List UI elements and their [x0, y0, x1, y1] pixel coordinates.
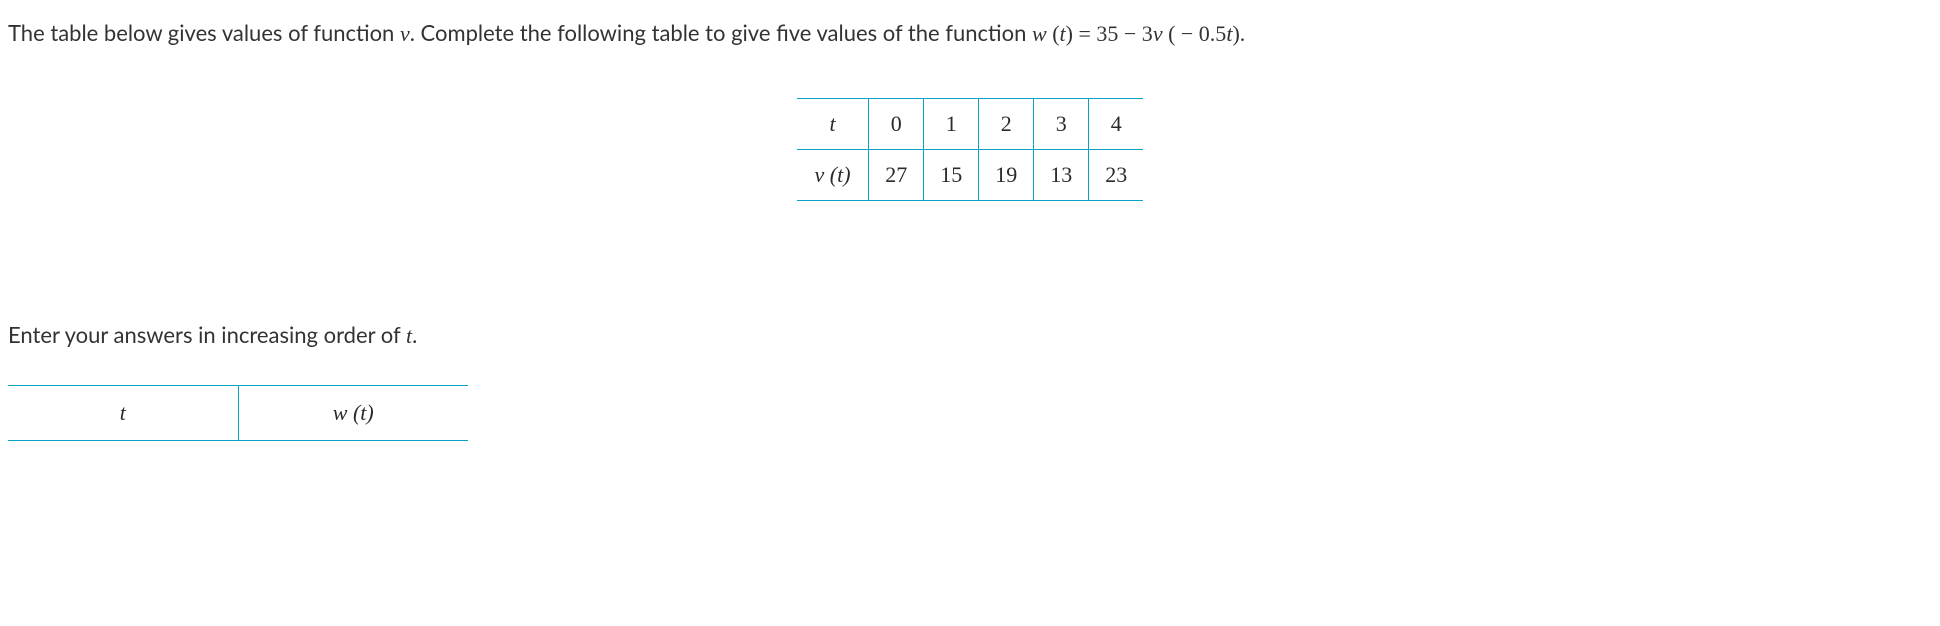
answer-header-w-text: w (t) — [333, 400, 374, 425]
q-var-w: w — [1032, 21, 1047, 46]
q-paren-t: (t) — [1047, 21, 1073, 46]
answer-table: t w (t) — [8, 385, 468, 441]
answer-header-t: t — [8, 386, 238, 441]
answer-header-row: t w (t) — [8, 386, 468, 441]
q-rhs-v: v — [1153, 21, 1163, 46]
v-cell: 23 — [1089, 150, 1144, 201]
t-cell: 2 — [979, 99, 1034, 150]
instr-suffix: . — [412, 321, 417, 348]
v-cell: 19 — [979, 150, 1034, 201]
row-v: v (t) 27 15 19 13 23 — [797, 150, 1144, 201]
q-var-v: v — [400, 21, 410, 46]
instruction-text: Enter your answers in increasing order o… — [8, 321, 1932, 349]
instr-prefix: Enter your answers in increasing order o… — [8, 321, 406, 348]
t-cell: 4 — [1089, 99, 1144, 150]
q-mid1: . Complete the following table to give f… — [410, 19, 1032, 46]
q-rhs-c: ). — [1232, 21, 1245, 46]
q-rhs-b: ( − 0.5 — [1163, 21, 1227, 46]
answer-header-w: w (t) — [238, 386, 468, 441]
row-t: t 0 1 2 3 4 — [797, 99, 1144, 150]
q-prefix: The table below gives values of function — [8, 19, 400, 46]
question-text: The table below gives values of function… — [8, 16, 1932, 50]
t-cell: 3 — [1034, 99, 1089, 150]
q-rhs-a: 35 − 3 — [1096, 21, 1152, 46]
given-table-container: t 0 1 2 3 4 v (t) 27 15 19 13 23 — [8, 98, 1932, 201]
t-cell: 1 — [924, 99, 979, 150]
v-cell: 15 — [924, 150, 979, 201]
t-cell: 0 — [869, 99, 924, 150]
v-cell: 13 — [1034, 150, 1089, 201]
given-table: t 0 1 2 3 4 v (t) 27 15 19 13 23 — [797, 98, 1144, 201]
row-label-v: v (t) — [797, 150, 869, 201]
q-eq: = — [1073, 21, 1096, 46]
v-cell: 27 — [869, 150, 924, 201]
row-label-t: t — [797, 99, 869, 150]
row-label-v-text: v (t) — [814, 162, 850, 187]
